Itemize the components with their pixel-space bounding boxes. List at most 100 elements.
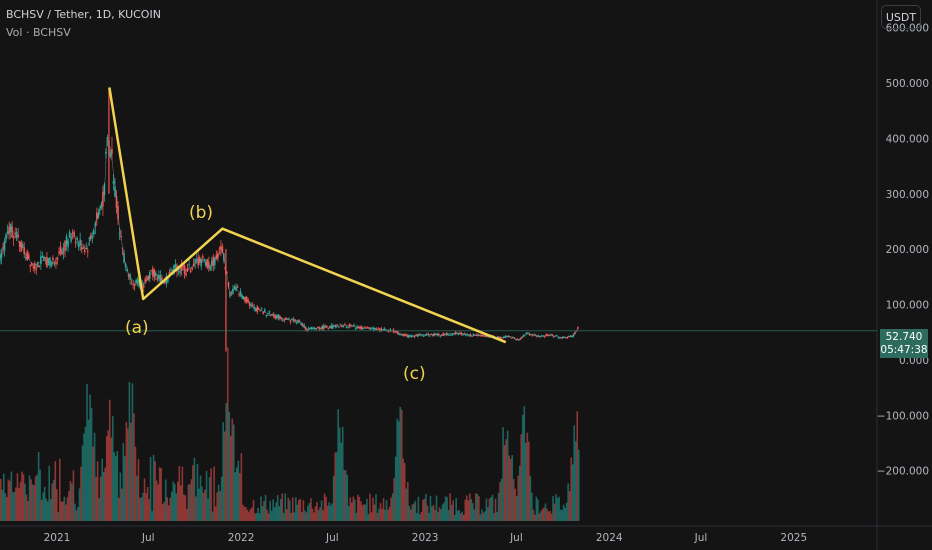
candle-body	[434, 333, 437, 335]
candle-body	[471, 335, 473, 337]
x-tick-label: Jul	[325, 532, 339, 544]
volume-bar	[40, 499, 43, 521]
y-tick-label: −100.000	[877, 410, 929, 422]
y-tick-label: 300.000	[886, 189, 929, 201]
candle-body	[12, 236, 15, 239]
volume-bar	[543, 507, 545, 521]
volume-bar	[3, 473, 5, 521]
candle-body	[64, 240, 66, 251]
volume-bar	[184, 495, 187, 521]
candle-body	[55, 261, 57, 265]
volume-bar	[208, 477, 211, 521]
volume-bar	[405, 488, 408, 521]
volume-bar	[347, 505, 350, 521]
volume-bar	[376, 512, 379, 521]
candle-body	[324, 325, 327, 327]
volume-bar	[248, 511, 250, 521]
volume-bar	[37, 451, 40, 521]
volume-bar	[532, 509, 535, 521]
volume-bar	[416, 513, 418, 521]
candle-body	[483, 335, 485, 337]
candle-body	[133, 283, 136, 287]
volume-bar	[344, 470, 347, 521]
volume-bar	[255, 512, 258, 521]
volume-bar	[325, 496, 327, 521]
volume-bar	[535, 496, 538, 521]
volume-bar	[443, 502, 445, 521]
volume-bar	[476, 494, 479, 521]
volume-bar	[16, 473, 19, 521]
volume-bar	[285, 509, 288, 521]
volume-bar	[116, 450, 119, 521]
volume-bar	[364, 504, 367, 521]
volume-bar	[66, 497, 69, 521]
volume-bar	[46, 501, 49, 521]
candle-body	[501, 338, 504, 340]
volume-bar	[68, 491, 70, 521]
volume-bar	[340, 442, 343, 521]
volume-bar	[134, 446, 137, 521]
candle-body	[366, 326, 369, 328]
candle-body	[465, 334, 467, 336]
volume-bar	[408, 505, 411, 521]
volume-bar	[86, 384, 88, 521]
volume-bar	[331, 503, 333, 521]
y-tick-label: 100.000	[886, 300, 929, 312]
volume-bar	[528, 441, 530, 521]
volume-bar	[556, 498, 559, 521]
candle-body	[67, 241, 69, 248]
volume-bar	[178, 465, 181, 521]
volume-bar	[500, 478, 503, 521]
chart-title: BCHSV / Tether, 1D, KUCOIN	[6, 8, 161, 21]
volume-bar	[246, 509, 249, 521]
candle-body	[80, 247, 83, 250]
candle-body	[174, 264, 177, 267]
volume-bar	[461, 511, 464, 521]
volume-bar	[137, 459, 140, 521]
volume-bar	[231, 418, 234, 521]
volume-bar	[90, 407, 93, 521]
price-line	[0, 138, 579, 341]
candle-body	[577, 327, 579, 329]
volume-bar	[425, 494, 427, 521]
volume-bar	[464, 499, 467, 521]
volume-bar	[195, 496, 197, 521]
volume-bar	[397, 421, 400, 521]
candle-body	[521, 337, 523, 339]
volume-bar	[311, 508, 314, 521]
volume-bar	[125, 421, 128, 521]
candle-body	[93, 230, 95, 235]
volume-bar	[193, 457, 196, 521]
candle-body	[26, 251, 29, 261]
volume-bar	[263, 501, 265, 521]
currency-button[interactable]: USDT	[881, 5, 921, 29]
candle-body	[527, 332, 529, 334]
candle-body	[191, 267, 193, 270]
candle-body	[436, 333, 439, 336]
volume-bar	[502, 427, 504, 521]
candle-body	[53, 263, 56, 265]
x-tick-label: Jul	[141, 532, 155, 544]
candle-body	[362, 328, 364, 330]
candle-body	[368, 327, 370, 329]
candle-body	[270, 315, 272, 317]
volume-bar	[335, 452, 338, 521]
candle-body	[297, 319, 299, 323]
volume-bar	[216, 492, 218, 521]
candle-body	[319, 328, 322, 330]
volume-bar	[217, 484, 220, 521]
volume-bar	[19, 482, 22, 521]
volume-bar	[74, 503, 76, 521]
volume-bar	[369, 493, 371, 521]
candle-body	[44, 257, 47, 259]
candle-body	[345, 327, 348, 329]
volume-bar	[173, 484, 176, 521]
candle-body	[30, 263, 33, 265]
candle-body	[138, 279, 140, 287]
volume-bar	[571, 464, 574, 521]
candle-body	[312, 327, 314, 329]
candle-body	[186, 267, 189, 272]
candle-body	[468, 334, 470, 337]
volume-bar	[213, 466, 215, 521]
